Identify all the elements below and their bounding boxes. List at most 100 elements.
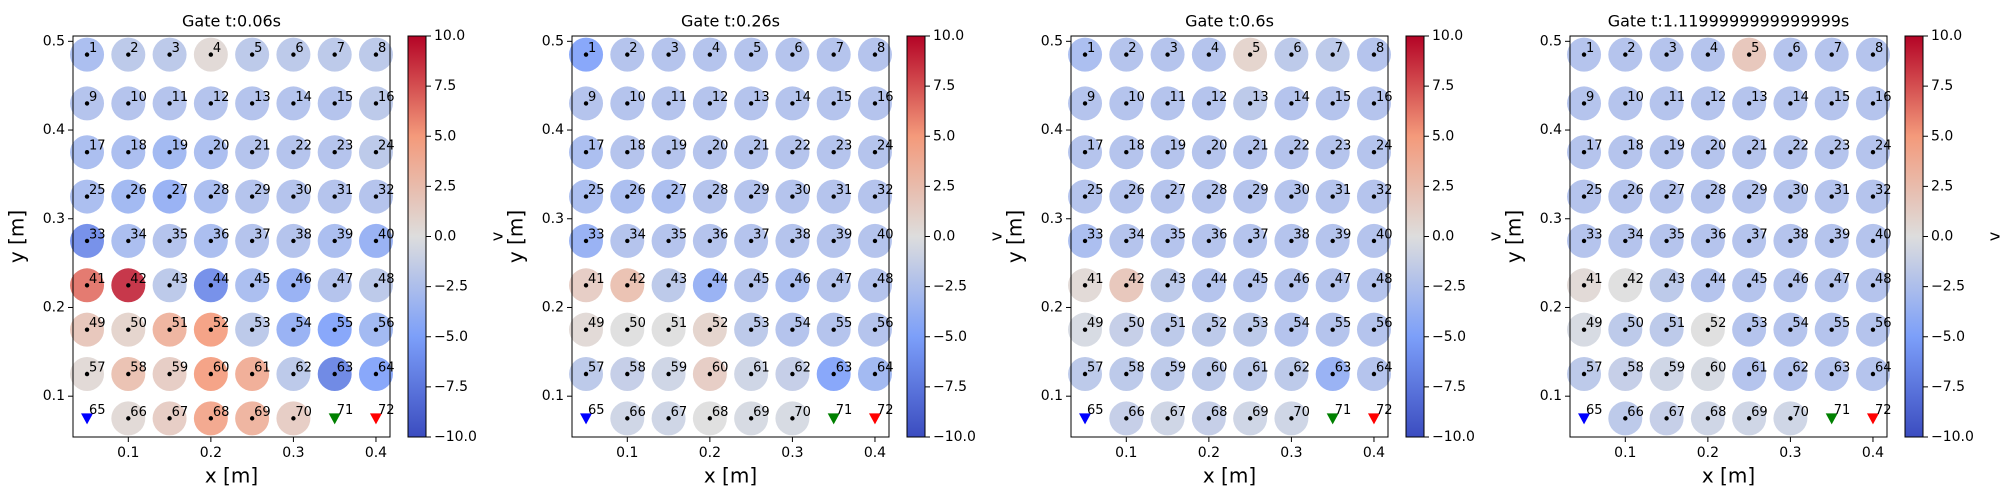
node-dot bbox=[167, 238, 172, 244]
y-tick-label: 0.5 bbox=[1041, 33, 1063, 49]
node-label: 8 bbox=[378, 41, 386, 56]
node-label: 4 bbox=[1211, 41, 1219, 56]
node-dot bbox=[167, 371, 172, 377]
node-dot bbox=[872, 238, 878, 244]
node-label: 38 bbox=[794, 227, 811, 242]
node-dot bbox=[1124, 101, 1129, 106]
colorbar-tick-label: −10.0 bbox=[1931, 429, 1974, 445]
node-dot bbox=[1623, 416, 1628, 421]
node-dot bbox=[1870, 327, 1876, 332]
node-label: 30 bbox=[794, 183, 811, 198]
node-label: 46 bbox=[295, 272, 312, 287]
node-dot bbox=[1371, 101, 1377, 106]
node-dot bbox=[1664, 327, 1669, 332]
node-label: 33 bbox=[89, 227, 106, 242]
node-dot bbox=[373, 52, 379, 57]
node-dot bbox=[332, 194, 337, 199]
triangle-marker bbox=[369, 413, 382, 425]
node-label: 68 bbox=[1211, 405, 1228, 420]
node-dot bbox=[249, 194, 255, 199]
node-dot bbox=[1082, 327, 1088, 332]
node-dot bbox=[1664, 371, 1669, 377]
node-label: 3 bbox=[1669, 41, 1677, 56]
node-dot bbox=[1247, 52, 1253, 57]
node-label: 18 bbox=[1627, 139, 1644, 154]
node-label: 7 bbox=[1335, 41, 1343, 56]
node-label: 68 bbox=[1710, 405, 1727, 420]
node-label: 66 bbox=[130, 405, 147, 420]
node-label: 32 bbox=[1376, 183, 1393, 198]
chart-title: Gate t:1.1199999999999999s bbox=[1608, 12, 1850, 31]
node-dot bbox=[1082, 371, 1088, 377]
node-label: 38 bbox=[1792, 227, 1809, 242]
node-label: 18 bbox=[130, 139, 147, 154]
node-label: 11 bbox=[172, 90, 189, 105]
node-dot bbox=[1124, 52, 1129, 57]
triangle-marker bbox=[1367, 413, 1380, 425]
node-label: 32 bbox=[877, 183, 894, 198]
node-label: 1 bbox=[1087, 41, 1095, 56]
node-dot bbox=[1581, 327, 1587, 332]
node-label: 49 bbox=[89, 316, 106, 331]
node-dot bbox=[748, 238, 754, 244]
node-label: 69 bbox=[1252, 405, 1269, 420]
x-tick-label: 0.1 bbox=[117, 445, 139, 461]
node-dot bbox=[1289, 283, 1294, 288]
node-dot bbox=[1746, 283, 1752, 288]
node-dot bbox=[831, 194, 836, 199]
node-dot bbox=[1829, 52, 1834, 57]
node-dot bbox=[625, 416, 630, 421]
node-dot bbox=[1623, 283, 1628, 288]
node-dot bbox=[666, 238, 671, 244]
node-dot bbox=[373, 238, 379, 244]
y-tick-label: 0.2 bbox=[1540, 299, 1562, 315]
node-dot bbox=[1870, 283, 1876, 288]
node-dot bbox=[1829, 194, 1834, 199]
colorbar-tick-label: −7.5 bbox=[434, 379, 468, 395]
node-label: 1 bbox=[588, 41, 596, 56]
node-label: 13 bbox=[753, 90, 770, 105]
node-label: 9 bbox=[1586, 90, 1594, 105]
node-label: 36 bbox=[213, 227, 230, 242]
node-label: 26 bbox=[1128, 183, 1145, 198]
node-dot bbox=[1705, 371, 1711, 377]
node-dot bbox=[84, 150, 90, 155]
node-label: 72 bbox=[877, 403, 894, 418]
node-dot bbox=[1082, 150, 1088, 155]
node-label: 38 bbox=[1293, 227, 1310, 242]
node-dot bbox=[583, 150, 589, 155]
node-label: 32 bbox=[378, 183, 395, 198]
node-label: 20 bbox=[213, 139, 230, 154]
node-dot bbox=[1829, 101, 1834, 106]
node-label: 15 bbox=[1335, 90, 1352, 105]
node-dot bbox=[1664, 238, 1669, 244]
chart-title: Gate t:0.06s bbox=[182, 12, 281, 31]
node-label: 16 bbox=[1875, 90, 1892, 105]
node-label: 6 bbox=[794, 41, 802, 56]
colorbar-tick-label: 10.0 bbox=[1432, 28, 1463, 44]
node-dot bbox=[1623, 238, 1628, 244]
colorbar-label: v bbox=[1486, 232, 1505, 241]
node-label: 15 bbox=[1834, 90, 1851, 105]
node-label: 47 bbox=[1335, 272, 1352, 287]
node-label: 28 bbox=[1211, 183, 1228, 198]
node-label: 47 bbox=[1834, 272, 1851, 287]
colorbar bbox=[1904, 35, 1924, 438]
node-dot bbox=[707, 371, 713, 377]
node-dot bbox=[332, 283, 337, 288]
node-dot bbox=[1371, 327, 1377, 332]
node-dot bbox=[291, 371, 296, 377]
node-label: 61 bbox=[1751, 361, 1768, 376]
node-label: 50 bbox=[629, 316, 646, 331]
node-label: 57 bbox=[588, 361, 605, 376]
node-label: 58 bbox=[130, 361, 147, 376]
colorbar-tick-label: 0.0 bbox=[1931, 229, 1953, 245]
colorbar-tick-label: 7.5 bbox=[434, 78, 456, 94]
node-label: 17 bbox=[1586, 139, 1603, 154]
node-dot bbox=[1870, 238, 1876, 244]
node-label: 19 bbox=[1170, 139, 1187, 154]
node-label: 28 bbox=[712, 183, 729, 198]
node-dot bbox=[373, 150, 379, 155]
triangle-marker bbox=[1825, 413, 1838, 425]
node-label: 67 bbox=[1669, 405, 1686, 420]
